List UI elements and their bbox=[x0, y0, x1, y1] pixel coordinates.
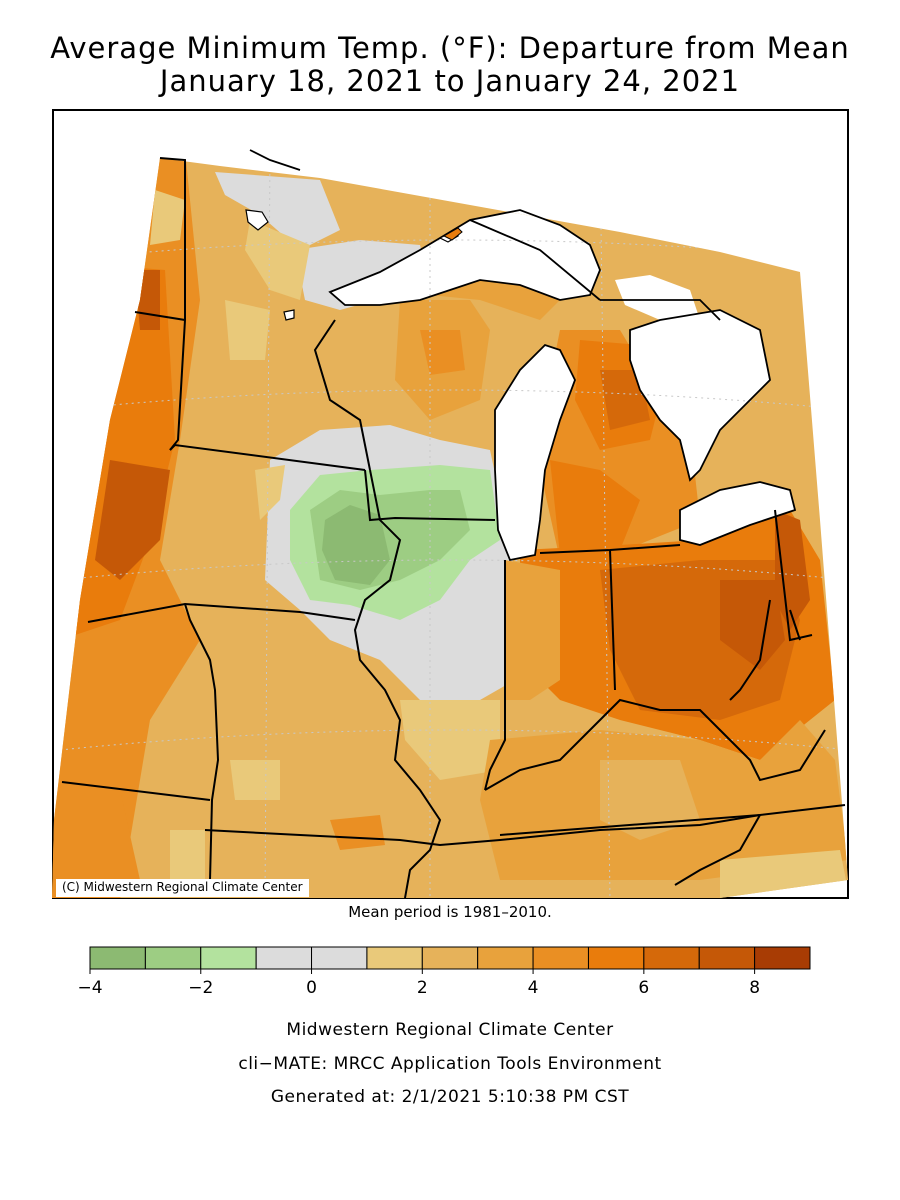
legend-tick-label: 4 bbox=[528, 978, 539, 998]
legend-tick-label: 6 bbox=[638, 978, 649, 998]
temperature-departure-map bbox=[52, 109, 849, 899]
legend-tick-label: −2 bbox=[188, 978, 213, 998]
footer-tool-name: cli−MATE: MRCC Application Tools Environ… bbox=[238, 1054, 662, 1074]
legend-ticks: −4 −2 0 2 4 6 8 bbox=[77, 969, 760, 998]
legend-color-box bbox=[255, 946, 313, 970]
copyright-label: (C) Midwestern Regional Climate Center bbox=[56, 879, 309, 897]
footer-organization: Midwestern Regional Climate Center bbox=[286, 1020, 614, 1040]
legend-color-box bbox=[698, 946, 756, 970]
legend-tick-label: −4 bbox=[77, 978, 102, 998]
map-title: Average Minimum Temp. (°F): Departure fr… bbox=[50, 31, 850, 65]
legend-color-box bbox=[532, 946, 589, 970]
legend-color-box bbox=[754, 946, 811, 970]
legend-color-box bbox=[366, 946, 423, 970]
legend-color-box bbox=[643, 946, 700, 970]
lake-outlines bbox=[249, 149, 797, 562]
footer-generated-at: Generated at: 2/1/2021 5:10:38 PM CST bbox=[270, 1087, 630, 1107]
legend-color-box bbox=[421, 946, 479, 970]
legend-tick-label: 8 bbox=[749, 978, 760, 998]
legend-color-box bbox=[144, 946, 202, 970]
legend-color-box bbox=[587, 946, 645, 970]
legend-color-box bbox=[89, 946, 146, 970]
state-boundaries bbox=[61, 157, 846, 899]
mean-period-note: Mean period is 1981–2010. bbox=[348, 903, 552, 921]
legend-color-box bbox=[200, 946, 257, 970]
graticule bbox=[59, 158, 848, 898]
color-legend: −4 −2 0 2 4 6 8 bbox=[77, 946, 811, 998]
legend-color-box bbox=[477, 946, 534, 970]
legend-tick-label: 0 bbox=[306, 978, 317, 998]
legend-color-box bbox=[311, 946, 368, 970]
isle-royale bbox=[442, 227, 463, 241]
map-date-range: January 18, 2021 to January 24, 2021 bbox=[159, 64, 741, 98]
legend-tick-label: 2 bbox=[417, 978, 428, 998]
legend-color-boxes bbox=[89, 946, 811, 970]
